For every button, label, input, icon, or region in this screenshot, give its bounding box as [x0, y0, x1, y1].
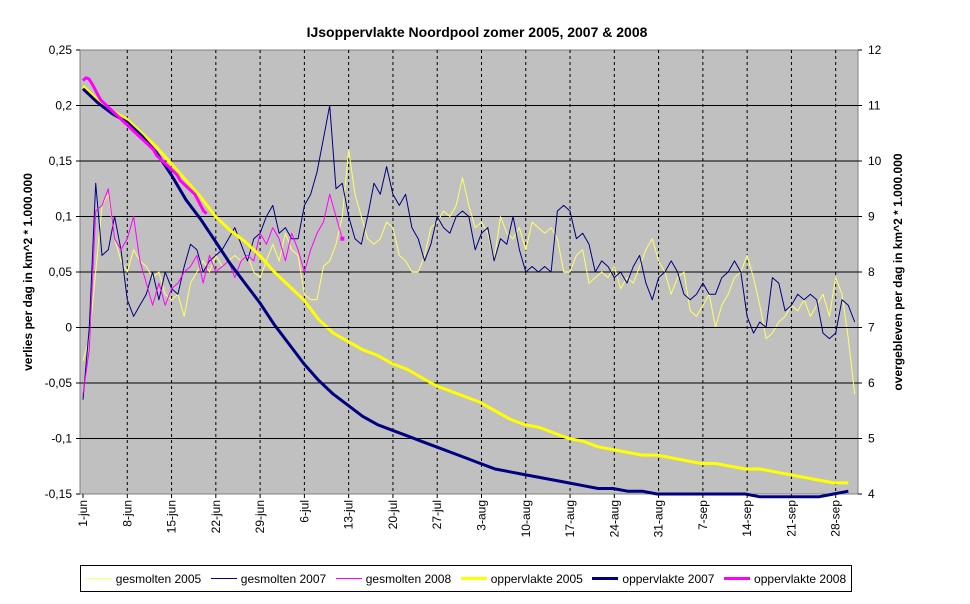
y-tick-label-right: 10	[868, 154, 882, 168]
series-line-gesmolten-2007	[82, 105, 856, 400]
x-tick-label: 7-sep	[696, 500, 710, 530]
y-tick-label-right: 6	[868, 376, 875, 390]
legend-item: gesmolten 2005	[85, 571, 202, 586]
series-line-oppervlakte-2007	[81, 87, 849, 499]
legend: gesmolten 2005 gesmolten 2007 gesmolten 20…	[80, 565, 852, 592]
x-tick-label: 15-jun	[165, 500, 179, 533]
y-tick-label-right: 11	[868, 99, 881, 113]
x-tick-label: 13-jul	[342, 500, 356, 529]
x-tick-label: 31-aug	[652, 500, 666, 537]
y-tick-label-right: 12	[868, 43, 882, 57]
x-tick-label: 20-jul	[386, 500, 400, 529]
y-tick-label-right: 5	[868, 432, 875, 446]
legend-item: oppervlakte 2005	[460, 571, 583, 586]
y-axis-label-left: verlies per dag in km^2 * 1.000.000	[21, 173, 35, 371]
legend-item: gesmolten 2007	[210, 571, 327, 586]
series-line-gesmolten-2005	[82, 149, 856, 395]
legend-item: oppervlakte 2008	[724, 572, 846, 586]
legend-swatch	[592, 577, 619, 580]
x-tick-label: 29-jun	[253, 500, 267, 533]
legend-item: oppervlakte 2007	[592, 572, 714, 586]
legend-label: gesmolten 2008	[365, 571, 452, 586]
legend-item: gesmolten 2008	[335, 571, 452, 586]
y-tick-label-left: 0,05	[49, 265, 73, 279]
legend-swatch	[724, 577, 751, 580]
x-tick-label: 14-sep	[740, 500, 754, 537]
y-tick-label-left: -0,15	[45, 487, 73, 501]
series-layer	[81, 76, 856, 499]
series-line-gesmolten-2008	[82, 188, 343, 395]
legend-swatch	[85, 578, 112, 579]
y-tick-label-right: 9	[868, 210, 875, 224]
legend-label: oppervlakte 2005	[490, 571, 583, 586]
x-tick-label: 28-sep	[829, 500, 843, 537]
legend-label: oppervlakte 2007	[622, 571, 715, 586]
y-tick-label-left: 0,2	[55, 99, 72, 113]
y-tick-label-left: 0,15	[49, 154, 73, 168]
y-tick-label-right: 4	[868, 487, 875, 501]
x-tick-label: 3-aug	[474, 500, 488, 531]
x-tick-label: 17-aug	[563, 500, 577, 537]
legend-swatch	[335, 578, 362, 579]
x-tick-label: 21-sep	[784, 500, 798, 537]
series-line-oppervlakte-2008	[81, 76, 208, 215]
x-tick-label: 6-jul	[297, 500, 311, 523]
y-tick-label-left: -0,05	[45, 376, 73, 390]
legend-label: gesmolten 2007	[240, 571, 327, 586]
legend-swatch	[460, 577, 487, 580]
legend-swatch	[210, 578, 237, 579]
legend-label: oppervlakte 2008	[754, 571, 847, 586]
series-marker-gesmolten-2008	[340, 236, 345, 241]
x-tick-label: 10-aug	[519, 500, 533, 537]
legend-label: gesmolten 2005	[115, 571, 202, 586]
y-tick-label-left: 0,25	[49, 43, 73, 57]
gridlines	[80, 50, 858, 494]
y-axis-label-right: overgebleven per dag in km^2 * 1.000.000	[891, 153, 905, 390]
x-tick-label: 22-jun	[209, 500, 223, 533]
x-tick-label: 8-jun	[120, 500, 134, 527]
x-tick-label: 27-jul	[430, 500, 444, 529]
axes: 0,25 0,2 0,15 0,1 0,05 0 -0,05 -0,1 -0,15 12 11 10 9…	[45, 43, 882, 537]
x-tick-label: 1-jun	[76, 500, 90, 527]
series-line-oppervlakte-2005	[81, 85, 849, 485]
y-tick-label-right: 7	[868, 321, 875, 335]
y-tick-label-left: 0	[65, 321, 72, 335]
chart-title: IJsoppervlakte Noordpool zomer 2005, 200…	[307, 24, 648, 40]
x-tick-label: 24-aug	[607, 500, 621, 537]
y-tick-label-left: -0,1	[51, 432, 72, 446]
y-tick-label-left: 0,1	[55, 210, 72, 224]
y-tick-label-right: 8	[868, 265, 875, 279]
